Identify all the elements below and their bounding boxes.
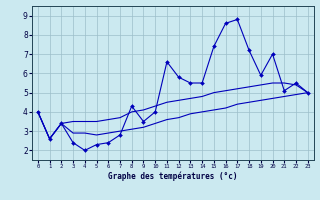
X-axis label: Graphe des températures (°c): Graphe des températures (°c) xyxy=(108,171,237,181)
